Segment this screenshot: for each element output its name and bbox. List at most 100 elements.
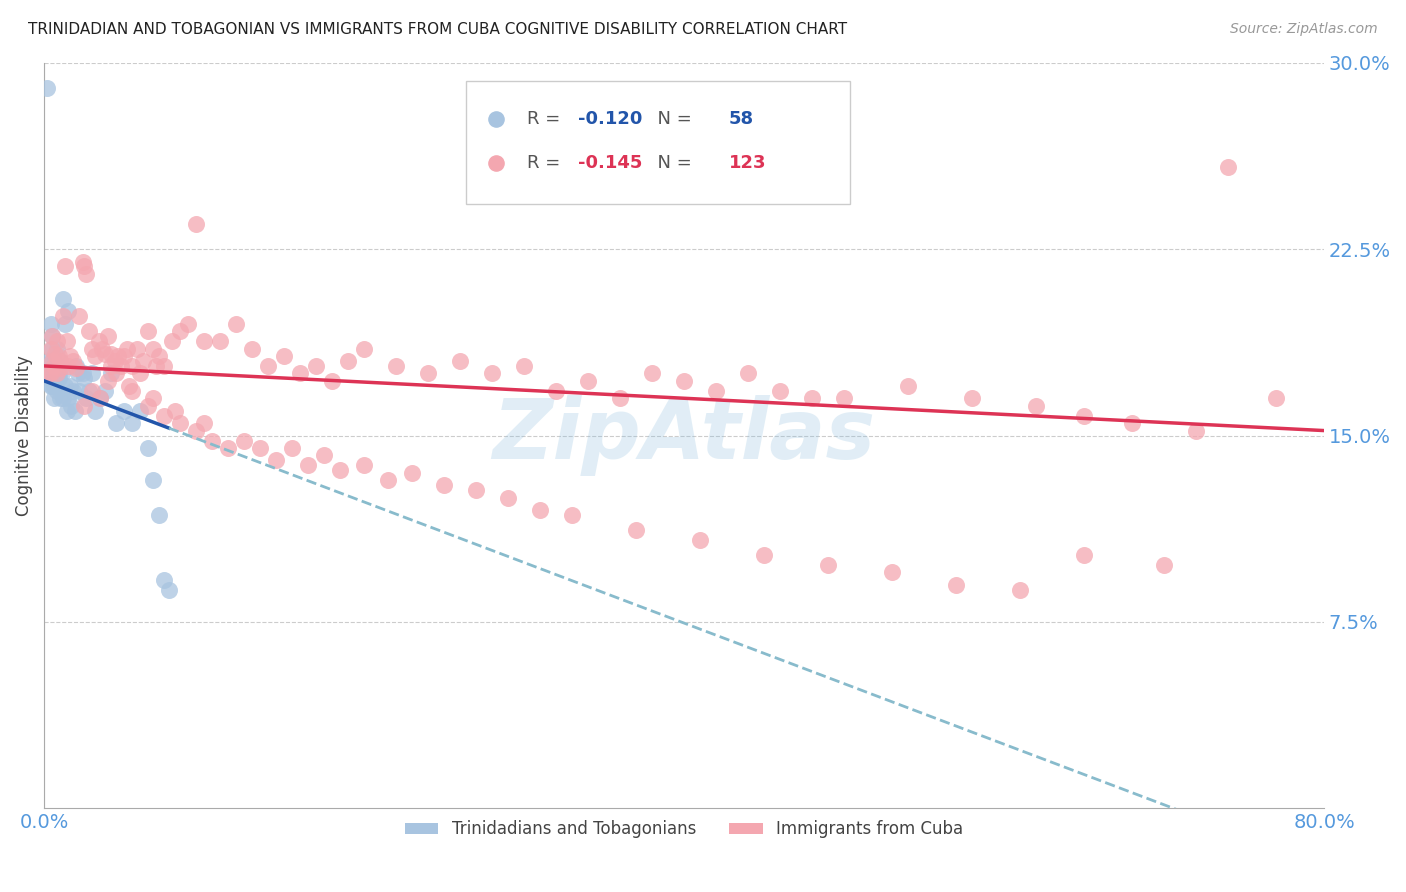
Point <box>1153 558 1175 572</box>
Point <box>41 379 63 393</box>
Point <box>48 349 70 363</box>
Point <box>77 384 100 398</box>
Point <box>153 409 176 423</box>
Point <box>62 354 84 368</box>
Point <box>82 342 104 356</box>
Text: 123: 123 <box>728 154 766 172</box>
Point <box>433 478 456 492</box>
Point <box>49 391 72 405</box>
Point <box>257 359 280 373</box>
Point <box>73 260 96 274</box>
Point <box>39 379 62 393</box>
Point <box>89 391 111 405</box>
Point <box>44 374 66 388</box>
Point <box>769 384 792 398</box>
Point <box>52 292 75 306</box>
Point <box>249 441 271 455</box>
Point <box>169 416 191 430</box>
Point <box>121 416 143 430</box>
Point <box>225 317 247 331</box>
Point <box>53 317 76 331</box>
Point <box>817 558 839 572</box>
Point <box>55 403 77 417</box>
Point <box>103 354 125 368</box>
Text: R =: R = <box>527 110 565 128</box>
Point <box>209 334 232 348</box>
Text: -0.145: -0.145 <box>578 154 643 172</box>
Point <box>49 354 72 368</box>
Point <box>110 359 132 373</box>
Point <box>314 449 336 463</box>
Point <box>87 334 110 348</box>
Point <box>321 374 343 388</box>
Point <box>105 367 128 381</box>
Y-axis label: Cognitive Disability: Cognitive Disability <box>15 355 32 516</box>
Text: TRINIDADIAN AND TOBAGONIAN VS IMMIGRANTS FROM CUBA COGNITIVE DISABILITY CORRELAT: TRINIDADIAN AND TOBAGONIAN VS IMMIGRANTS… <box>28 22 848 37</box>
Point <box>39 342 62 356</box>
Point <box>75 391 97 405</box>
Point <box>737 367 759 381</box>
Point <box>53 260 76 274</box>
Point <box>49 359 72 373</box>
Point <box>136 441 159 455</box>
Point <box>73 371 96 385</box>
Point <box>897 379 920 393</box>
Point <box>51 367 73 381</box>
Point <box>233 434 256 448</box>
Point <box>49 361 72 376</box>
Point <box>49 354 72 368</box>
Point <box>624 523 647 537</box>
Point <box>45 342 67 356</box>
Point <box>561 508 583 522</box>
Point <box>1008 582 1031 597</box>
Point <box>41 329 63 343</box>
Text: N =: N = <box>645 154 697 172</box>
Point <box>39 317 62 331</box>
Point <box>184 217 207 231</box>
Point <box>53 379 76 393</box>
Point <box>63 403 86 417</box>
Text: ZipAtlas: ZipAtlas <box>492 395 876 476</box>
Text: Source: ZipAtlas.com: Source: ZipAtlas.com <box>1230 22 1378 37</box>
Point <box>42 359 65 373</box>
Point <box>297 458 319 473</box>
Point <box>100 359 122 373</box>
Point <box>52 391 75 405</box>
Point <box>97 374 120 388</box>
Point <box>82 384 104 398</box>
Point <box>1121 416 1143 430</box>
Point <box>84 403 107 417</box>
Point <box>385 359 408 373</box>
Point <box>880 566 903 580</box>
Point <box>77 324 100 338</box>
Point <box>160 334 183 348</box>
Point <box>59 379 82 393</box>
FancyBboxPatch shape <box>467 81 851 204</box>
Point <box>41 329 63 343</box>
Point <box>337 354 360 368</box>
Point <box>288 367 311 381</box>
Point <box>94 346 117 360</box>
Point <box>353 458 375 473</box>
Point <box>56 359 79 373</box>
Point <box>52 309 75 323</box>
Point <box>169 324 191 338</box>
Text: R =: R = <box>527 154 565 172</box>
Point <box>56 391 79 405</box>
Point <box>89 391 111 405</box>
Point <box>264 453 287 467</box>
Point <box>1025 399 1047 413</box>
Point <box>37 80 59 95</box>
Point <box>673 374 696 388</box>
Point <box>377 473 399 487</box>
Point <box>142 342 165 356</box>
Point <box>55 334 77 348</box>
Point <box>118 379 141 393</box>
Point <box>201 434 224 448</box>
Point <box>45 367 67 381</box>
Point <box>129 403 152 417</box>
Point <box>84 349 107 363</box>
Point <box>39 367 62 381</box>
Point <box>121 384 143 398</box>
Point <box>513 359 536 373</box>
